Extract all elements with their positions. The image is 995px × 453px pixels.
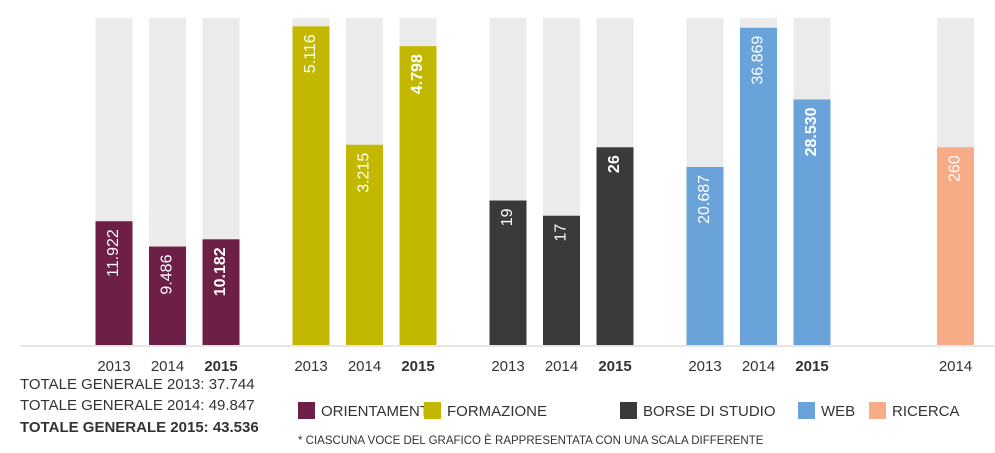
bar	[686, 166, 724, 345]
legend-swatch	[798, 402, 815, 419]
x-tick-label: 2014	[348, 358, 381, 375]
x-tick-label: 2013	[688, 358, 721, 375]
x-tick-label: 2014	[742, 358, 775, 375]
x-tick-label: 2015	[204, 358, 237, 375]
value-label: 11.922	[105, 229, 122, 277]
value-label: 20.687	[696, 175, 713, 224]
legend-swatch	[298, 402, 315, 419]
bar	[202, 239, 240, 345]
legend-swatch	[869, 402, 886, 419]
legend-label: WEB	[821, 403, 855, 420]
bar	[489, 200, 527, 345]
value-label: 10.182	[212, 247, 229, 296]
x-tick-label: 2014	[545, 358, 578, 375]
x-tick-label: 2014	[939, 358, 972, 375]
legend-label: ORIENTAMENTO	[321, 403, 440, 420]
bar	[937, 147, 974, 345]
value-label: 36.869	[750, 36, 767, 85]
total: TOTALE GENERALE 2014: 49.847	[20, 397, 255, 414]
legend-swatch	[424, 402, 441, 419]
total: TOTALE GENERALE 2013: 37.744	[20, 376, 255, 393]
bar	[292, 26, 330, 346]
value-label: 260	[947, 155, 964, 182]
value-label: 5.116	[302, 34, 319, 73]
legend-label: BORSE DI STUDIO	[643, 403, 776, 420]
x-tick-label: 2013	[491, 358, 524, 375]
legend-swatch	[620, 402, 637, 419]
value-label: 4.798	[409, 54, 426, 94]
bar	[740, 27, 777, 346]
bar	[95, 221, 133, 345]
x-tick-label: 2015	[795, 358, 828, 375]
value-label: 9.486	[159, 254, 176, 294]
x-tick-label: 2013	[294, 358, 327, 375]
legend-label: RICERCA	[892, 403, 960, 420]
value-label: 17	[553, 224, 570, 242]
note: * CIASCUNA VOCE DEL GRAFICO È RAPPRESENT…	[298, 434, 764, 447]
bar	[399, 46, 437, 346]
bar	[543, 215, 580, 345]
x-tick-label: 2015	[598, 358, 631, 375]
bar	[346, 144, 383, 345]
value-label: 28.530	[803, 107, 820, 156]
value-label: 3.215	[356, 153, 373, 193]
total: TOTALE GENERALE 2015: 43.536	[20, 419, 259, 436]
value-label: 26	[606, 155, 623, 173]
x-tick-label: 2015	[401, 358, 434, 375]
bar	[793, 99, 831, 345]
value-label: 19	[499, 208, 516, 226]
bar	[149, 246, 186, 345]
x-tick-label: 2014	[151, 358, 184, 375]
legend-label: FORMAZIONE	[447, 403, 547, 420]
x-tick-label: 2013	[97, 358, 130, 375]
bar	[596, 147, 634, 345]
